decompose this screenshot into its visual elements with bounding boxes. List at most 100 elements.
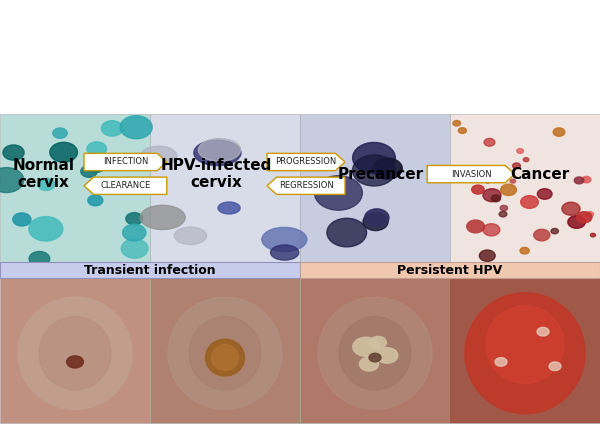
Circle shape [3, 145, 24, 160]
FancyBboxPatch shape [300, 114, 450, 276]
Circle shape [473, 174, 484, 181]
FancyBboxPatch shape [450, 114, 600, 276]
Ellipse shape [140, 205, 185, 229]
Ellipse shape [486, 306, 564, 384]
Circle shape [365, 209, 389, 226]
Circle shape [453, 121, 461, 126]
Circle shape [122, 224, 146, 241]
Circle shape [562, 202, 580, 215]
FancyBboxPatch shape [150, 114, 300, 276]
Circle shape [551, 229, 559, 234]
Circle shape [485, 178, 491, 183]
Circle shape [461, 172, 470, 178]
Circle shape [359, 357, 379, 371]
Ellipse shape [175, 227, 206, 245]
Ellipse shape [465, 293, 585, 414]
Circle shape [369, 353, 381, 362]
FancyBboxPatch shape [0, 262, 300, 278]
Circle shape [88, 195, 103, 206]
Circle shape [53, 128, 67, 138]
Circle shape [87, 142, 107, 156]
Ellipse shape [262, 227, 307, 252]
Circle shape [517, 149, 523, 153]
Circle shape [352, 155, 395, 186]
FancyBboxPatch shape [300, 277, 450, 423]
Polygon shape [267, 153, 345, 171]
Text: INVASION: INVASION [451, 170, 491, 178]
FancyBboxPatch shape [450, 277, 600, 423]
Circle shape [491, 195, 500, 202]
Circle shape [38, 178, 55, 191]
Circle shape [521, 196, 538, 208]
Circle shape [537, 327, 549, 336]
Circle shape [534, 229, 550, 241]
Circle shape [572, 265, 580, 272]
Circle shape [67, 356, 83, 368]
Ellipse shape [205, 339, 245, 376]
Circle shape [484, 138, 495, 146]
Circle shape [113, 187, 124, 194]
Circle shape [586, 212, 593, 217]
Ellipse shape [271, 245, 299, 260]
Circle shape [520, 248, 529, 254]
Ellipse shape [39, 317, 111, 390]
Polygon shape [267, 177, 345, 194]
Circle shape [504, 269, 511, 274]
Ellipse shape [218, 202, 240, 214]
Circle shape [120, 116, 152, 139]
Circle shape [29, 216, 63, 241]
FancyBboxPatch shape [300, 262, 600, 278]
Circle shape [50, 142, 77, 162]
Ellipse shape [168, 297, 282, 410]
Circle shape [542, 267, 551, 273]
Polygon shape [84, 153, 167, 171]
Text: Precancer: Precancer [338, 167, 424, 181]
Circle shape [101, 121, 123, 136]
Circle shape [549, 362, 561, 371]
Text: REGRESSION: REGRESSION [278, 181, 334, 190]
Circle shape [577, 212, 592, 223]
Circle shape [467, 220, 484, 233]
Text: PROGRESSION: PROGRESSION [275, 158, 337, 166]
Circle shape [538, 189, 552, 199]
Circle shape [29, 251, 50, 266]
FancyBboxPatch shape [0, 114, 150, 276]
Ellipse shape [194, 140, 241, 165]
Polygon shape [84, 177, 167, 194]
Ellipse shape [18, 297, 132, 410]
Circle shape [363, 213, 388, 231]
Circle shape [376, 348, 398, 363]
Circle shape [13, 213, 31, 226]
FancyBboxPatch shape [450, 277, 600, 423]
Text: HPV-infected
cervix: HPV-infected cervix [160, 158, 272, 190]
Text: Normal
cervix: Normal cervix [12, 158, 74, 190]
FancyBboxPatch shape [150, 277, 300, 423]
Circle shape [500, 184, 517, 196]
Ellipse shape [140, 146, 177, 166]
Circle shape [353, 143, 395, 173]
Circle shape [0, 168, 24, 193]
Circle shape [314, 176, 362, 210]
Circle shape [458, 128, 466, 133]
Circle shape [86, 159, 105, 172]
Circle shape [495, 358, 507, 366]
Circle shape [373, 158, 403, 179]
Circle shape [483, 189, 501, 202]
Circle shape [553, 128, 565, 136]
Text: Cancer: Cancer [511, 167, 569, 181]
Ellipse shape [318, 297, 432, 410]
Ellipse shape [212, 345, 239, 371]
Circle shape [370, 337, 386, 349]
Circle shape [81, 165, 97, 177]
Circle shape [327, 218, 367, 247]
Text: Transient infection: Transient infection [84, 264, 216, 277]
Text: INFECTION: INFECTION [103, 158, 148, 166]
Circle shape [512, 163, 520, 168]
FancyBboxPatch shape [0, 277, 150, 423]
Circle shape [582, 176, 591, 183]
Polygon shape [427, 165, 515, 183]
Circle shape [510, 179, 515, 183]
Ellipse shape [339, 317, 411, 390]
Circle shape [472, 185, 484, 194]
Circle shape [500, 205, 508, 211]
